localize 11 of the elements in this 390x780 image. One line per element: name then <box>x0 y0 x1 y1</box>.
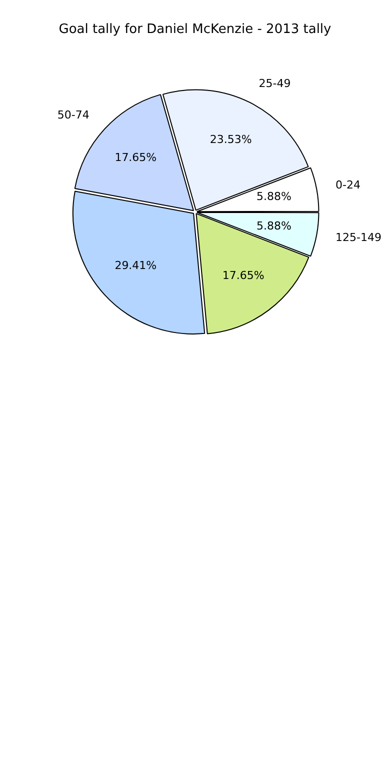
slice-label: 0-24 <box>336 178 360 192</box>
data-label: 5.88% <box>256 220 292 233</box>
data-label: 23.53% <box>210 132 252 146</box>
data-label: 29.41% <box>114 258 157 272</box>
data-label: 17.65% <box>114 150 157 164</box>
data-label: 17.65% <box>222 268 264 282</box>
chart-title: Goal tally for Daniel McKenzie - 2013 tally <box>58 22 332 39</box>
slice-label: 50-74 <box>57 108 90 122</box>
slice-label: 25-49 <box>258 76 291 90</box>
data-label: 5.88% <box>256 190 292 204</box>
slice-label: 125-149 <box>336 231 382 244</box>
